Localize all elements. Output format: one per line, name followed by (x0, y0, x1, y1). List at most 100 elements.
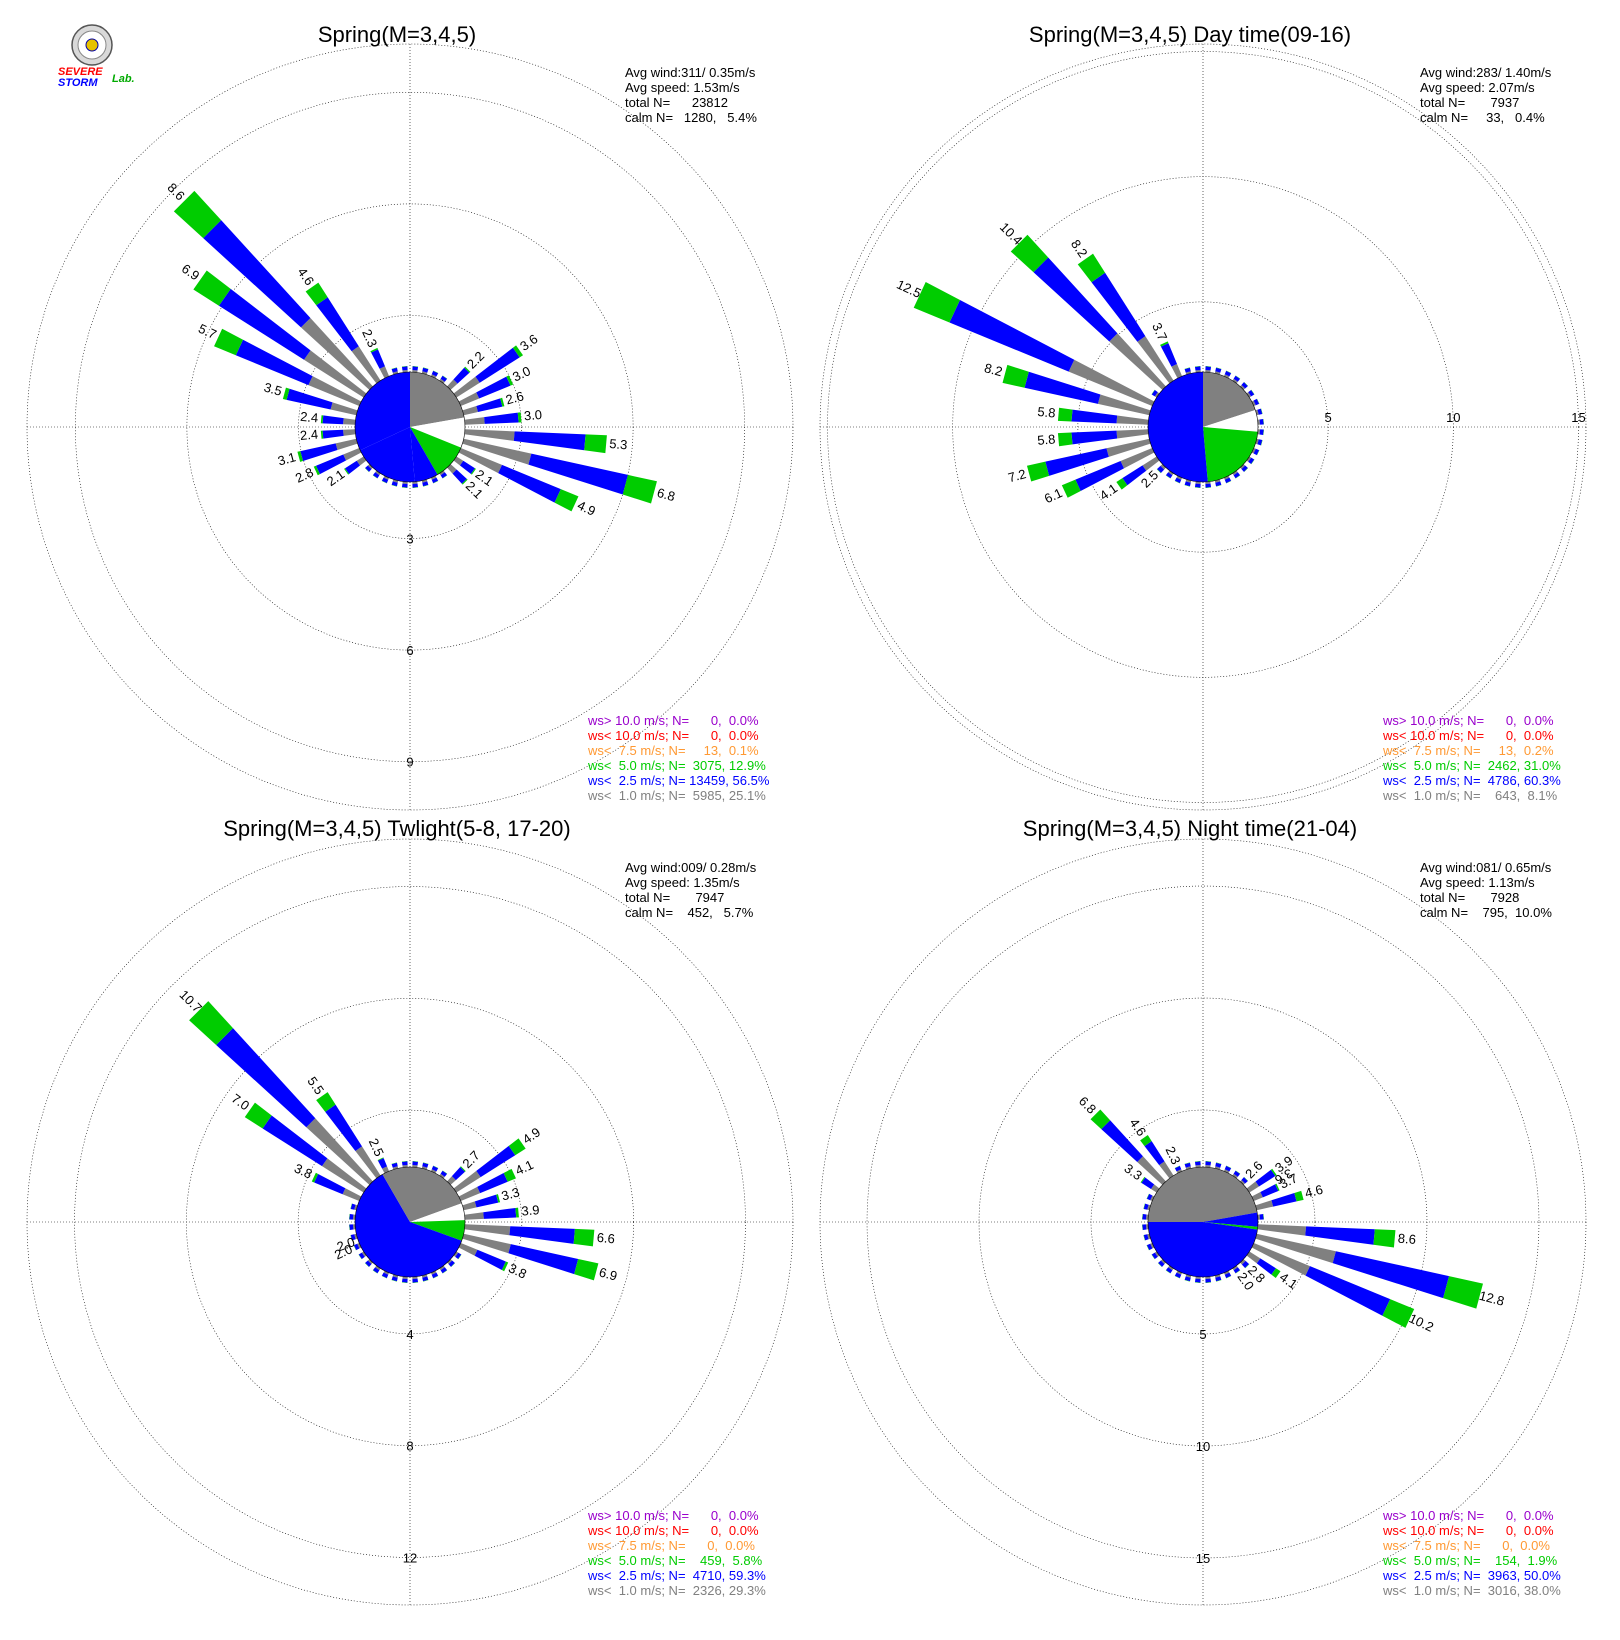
legend-entry: ws< 10.0 m/s; N= 0, 0.0% (587, 728, 759, 743)
bar-value-label: 3.0 (510, 363, 533, 384)
bar-segment-calm (1109, 333, 1166, 390)
bar-segment-calm (1154, 392, 1160, 398)
bar-segment-mid (622, 474, 657, 504)
total-n-text: total N= 23812 (625, 95, 728, 110)
legend-entry: ws< 5.0 m/s; N= 2462, 31.0% (1382, 758, 1561, 773)
bar-segment-calm (1246, 1181, 1259, 1193)
bar-segment-low (216, 1028, 316, 1128)
bar-segment-calm (355, 1146, 381, 1179)
bar-value-label: 3.7 (1277, 1170, 1300, 1191)
bar-segment-mid (458, 1254, 462, 1260)
bar-segment-calm (1137, 1156, 1166, 1185)
bar-segment-mid (1184, 1279, 1190, 1282)
bar-segment-low (1184, 481, 1191, 487)
bar-labels: 2.54.16.17.25.85.88.212.510.48.23.7 (894, 219, 1170, 506)
bar-segment-low (350, 1234, 356, 1241)
bar-segment-calm (1214, 371, 1221, 375)
bar-segment-mid (515, 1207, 519, 1218)
severe-storm-lab-logo: SEVERE STORM Lab. (58, 24, 135, 89)
bar-segment-low (391, 1276, 398, 1282)
legend-entry: ws< 10.0 m/s; N= 0, 0.0% (1382, 1523, 1554, 1538)
legend-entry: ws< 7.5 m/s; N= 13, 0.1% (587, 743, 759, 758)
bar-value-label: 5.5 (304, 1074, 327, 1097)
bar-segment-mid (1026, 461, 1050, 482)
bar-segment-low (1215, 1276, 1222, 1282)
bar-segment-calm (383, 1270, 390, 1275)
bar-value-label: 8.2 (1068, 237, 1091, 260)
bar-segment-mid (412, 1161, 419, 1162)
bar-segment-calm (458, 1186, 481, 1202)
bar-segment-calm (1255, 409, 1259, 416)
bar-segment-mid (391, 1279, 397, 1282)
bar-segment-calm (1147, 1233, 1151, 1240)
ring-label: 15 (1571, 410, 1585, 425)
bar-value-label: 2.4 (299, 427, 318, 444)
ring-label: 10 (1196, 1439, 1210, 1454)
bar-segment-calm (1214, 1274, 1221, 1278)
bar-segment-low (475, 347, 520, 383)
bar-segment-mid (506, 375, 514, 386)
bar-segment-calm (1223, 374, 1230, 379)
bar-segment-calm (1097, 394, 1151, 416)
bar-segment-calm (306, 1118, 373, 1185)
bar-segment-calm (1160, 1259, 1166, 1265)
bar-segment-mid (344, 468, 350, 475)
bar-segment-mid (282, 387, 290, 400)
ring-labels: 5 10 15 (1196, 1327, 1210, 1566)
bar-segment-mid (461, 478, 468, 485)
bar-segment-calm (1240, 1179, 1246, 1185)
panel-spring-all: Spring(M=3,4,5) 2.23.63.02.63.05.36.84.9… (26, 22, 794, 811)
total-n-text: total N= 7937 (1420, 95, 1519, 110)
bar-segment-low (1143, 1203, 1149, 1210)
bar-segment-mid (1194, 366, 1201, 367)
ring-label: 12 (403, 1550, 417, 1565)
panel-spring-twilight: Spring(M=3,4,5) Twlight(5-8, 17-20) 2.7 4… (26, 816, 794, 1606)
bar-segment-calm (453, 1170, 481, 1193)
bar-segment-low (322, 415, 344, 425)
bar-segment-calm (1246, 456, 1252, 462)
bar-segment-low (412, 366, 419, 371)
bar-segment-mid (1226, 480, 1232, 484)
bar-segment-mid (350, 1235, 353, 1241)
bar-segment-calm (458, 392, 480, 407)
avg-speed-text: Avg speed: 1.35m/s (625, 875, 740, 890)
legend-entry: ws< 1.0 m/s; N= 2326, 29.3% (587, 1583, 766, 1598)
bar-segment-mid (1157, 1262, 1163, 1268)
bar-segment-low (401, 1161, 408, 1166)
bar-segment-mid (401, 366, 408, 367)
legend-entry: ws< 2.5 m/s; N= 3963, 50.0% (1382, 1568, 1561, 1583)
bar-segment-mid (1382, 1299, 1415, 1328)
bar-segment-calm (1120, 447, 1155, 469)
bar-value-label: 3.1 (276, 449, 297, 468)
bar-segment-low (218, 288, 311, 360)
bar-segment-low (1233, 1170, 1241, 1177)
legend-entry: ws> 10.0 m/s; N= 0, 0.0% (1382, 1508, 1554, 1523)
panel-title: Spring(M=3,4,5) (318, 22, 476, 47)
bar-segment-mid (1142, 1224, 1143, 1231)
bar-segment-low (1332, 1251, 1450, 1299)
bar-segment-low (1241, 1260, 1250, 1269)
bar-segment-mid (372, 475, 378, 479)
bar-value-label: 12.8 (1478, 1288, 1506, 1309)
bar-segment-mid (1140, 1135, 1152, 1147)
bar-value-label: 6.6 (596, 1230, 615, 1247)
bar-value-label: 4.1 (1097, 481, 1120, 504)
bar-value-label: 4.9 (520, 1124, 543, 1147)
bar-segment-mid (423, 1279, 429, 1282)
bar-value-label: 5.3 (609, 436, 628, 453)
legend-entry: ws> 10.0 m/s; N= 0, 0.0% (587, 1508, 759, 1523)
bar-segment-calm (1176, 475, 1183, 480)
bar-segment-low (1205, 366, 1212, 371)
center-pie-sector (410, 372, 465, 427)
bar-segment-mid (1263, 418, 1264, 425)
calm-n-text: calm N= 795, 10.0% (1420, 905, 1552, 920)
center-pie-sector (1203, 427, 1258, 482)
bar-segment-mid (1090, 1109, 1111, 1130)
center-pie-sector (410, 427, 461, 475)
bar-segment-low (1142, 1213, 1147, 1220)
ring-labels: 3 6 9 (406, 532, 413, 770)
bar-value-label: 3.8 (506, 1260, 529, 1281)
bar-segment-calm (453, 376, 480, 398)
bar-segment-calm (383, 475, 390, 480)
bar-segment-low (484, 412, 519, 424)
